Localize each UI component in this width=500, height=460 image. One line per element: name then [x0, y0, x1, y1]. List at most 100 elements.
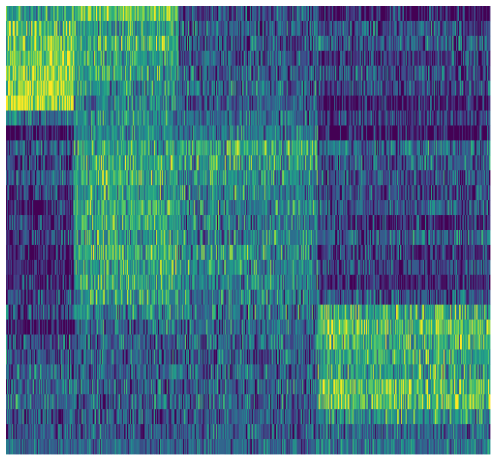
- heatmap-cell: [8, 95, 11, 111]
- heatmap-cell: [284, 6, 287, 22]
- heatmap-cell: [204, 50, 206, 67]
- heatmap-cell: [142, 20, 145, 37]
- heatmap-cell: [26, 6, 28, 22]
- heatmap-cell: [132, 170, 136, 186]
- heatmap-cell: [112, 155, 114, 171]
- heatmap-cell: [303, 95, 305, 111]
- heatmap-cell: [217, 20, 220, 37]
- heatmap-cell: [380, 80, 382, 96]
- heatmap-cell: [470, 20, 473, 37]
- heatmap-cell: [283, 95, 286, 111]
- heatmap-cell: [377, 6, 380, 22]
- heatmap-cell: [435, 155, 438, 171]
- heatmap-cell: [400, 50, 403, 67]
- heatmap-cell: [369, 140, 373, 156]
- heatmap-cell: [296, 35, 298, 52]
- heatmap-cell: [200, 65, 202, 82]
- heatmap-cell: [8, 140, 11, 156]
- heatmap-cell: [367, 80, 370, 96]
- heatmap-cell: [33, 125, 37, 141]
- heatmap-cell: [381, 140, 384, 156]
- heatmap-cell: [244, 20, 246, 37]
- heatmap-cell: [421, 140, 423, 156]
- heatmap-cell: [204, 140, 206, 156]
- heatmap-cell: [168, 6, 170, 22]
- heatmap-cell: [223, 110, 226, 126]
- heatmap-cell: [161, 80, 165, 96]
- heatmap-cell: [174, 125, 176, 141]
- heatmap-cell: [416, 125, 419, 141]
- heatmap-cell: [69, 50, 72, 67]
- heatmap-cell: [227, 6, 230, 22]
- heatmap-cell: [29, 80, 31, 96]
- heatmap-cell: [256, 20, 259, 37]
- heatmap-cell: [209, 35, 211, 52]
- heatmap-cell: [86, 20, 88, 37]
- heatmap-cell: [68, 65, 71, 82]
- heatmap-cell: [449, 20, 452, 37]
- heatmap-cell: [123, 140, 125, 156]
- heatmap-cell: [307, 95, 310, 111]
- heatmap-cell: [305, 140, 307, 156]
- heatmap-cell: [290, 140, 292, 156]
- heatmap-cell: [430, 170, 433, 186]
- heatmap-cell: [311, 80, 314, 96]
- heatmap-cell: [100, 110, 103, 126]
- heatmap-row: [6, 50, 491, 67]
- heatmap-cell: [222, 65, 226, 82]
- heatmap-cell: [68, 35, 71, 52]
- heatmap-cell: [324, 110, 326, 126]
- heatmap-cell: [381, 20, 383, 37]
- heatmap-cell: [196, 6, 200, 22]
- heatmap-cell: [414, 50, 418, 67]
- heatmap-cell: [489, 140, 491, 156]
- heatmap-cell: [152, 35, 154, 52]
- heatmap-cell: [93, 50, 95, 67]
- heatmap-cell: [255, 20, 258, 37]
- heatmap-cell: [148, 110, 150, 126]
- heatmap-cell: [160, 20, 163, 37]
- heatmap-cell: [392, 95, 395, 111]
- heatmap-cell: [227, 80, 230, 96]
- heatmap-cell: [313, 155, 316, 171]
- heatmap-cell: [376, 35, 379, 52]
- heatmap-cell: [40, 35, 43, 52]
- heatmap-cell: [271, 20, 273, 37]
- heatmap-cell: [393, 170, 395, 186]
- heatmap-cell: [74, 170, 77, 186]
- heatmap-cell: [446, 65, 450, 82]
- heatmap-cell: [405, 125, 408, 141]
- heatmap-cell: [463, 6, 466, 22]
- heatmap-cell: [401, 140, 404, 156]
- heatmap-cell: [291, 110, 293, 126]
- heatmap-cell: [285, 20, 288, 37]
- heatmap-cell: [20, 170, 23, 186]
- heatmap-cell: [468, 20, 471, 37]
- heatmap-cell: [104, 110, 107, 126]
- heatmap-cell: [381, 110, 383, 126]
- heatmap-cell: [39, 35, 42, 52]
- heatmap-cell: [423, 35, 426, 52]
- heatmap-cell: [278, 6, 280, 22]
- heatmap-cell: [33, 110, 35, 126]
- heatmap-cell: [222, 20, 225, 37]
- heatmap-cell: [227, 20, 230, 37]
- heatmap-cell: [11, 6, 14, 22]
- heatmap-cell: [308, 125, 310, 141]
- heatmap-cell: [351, 20, 353, 37]
- heatmap-cell: [348, 65, 351, 82]
- heatmap-cell: [475, 65, 477, 82]
- heatmap-cell: [260, 125, 262, 141]
- heatmap-cell: [488, 95, 491, 111]
- heatmap-cell: [325, 170, 328, 186]
- heatmap-cell: [278, 140, 281, 156]
- heatmap-cell: [186, 170, 188, 186]
- heatmap-cell: [210, 140, 212, 156]
- heatmap-cell: [158, 125, 161, 141]
- heatmap-cell: [86, 80, 88, 96]
- heatmap-cell: [126, 140, 128, 156]
- heatmap-cell: [43, 50, 46, 67]
- heatmap-cell: [347, 50, 351, 67]
- heatmap-cell: [433, 95, 436, 111]
- heatmap-cell: [314, 50, 317, 67]
